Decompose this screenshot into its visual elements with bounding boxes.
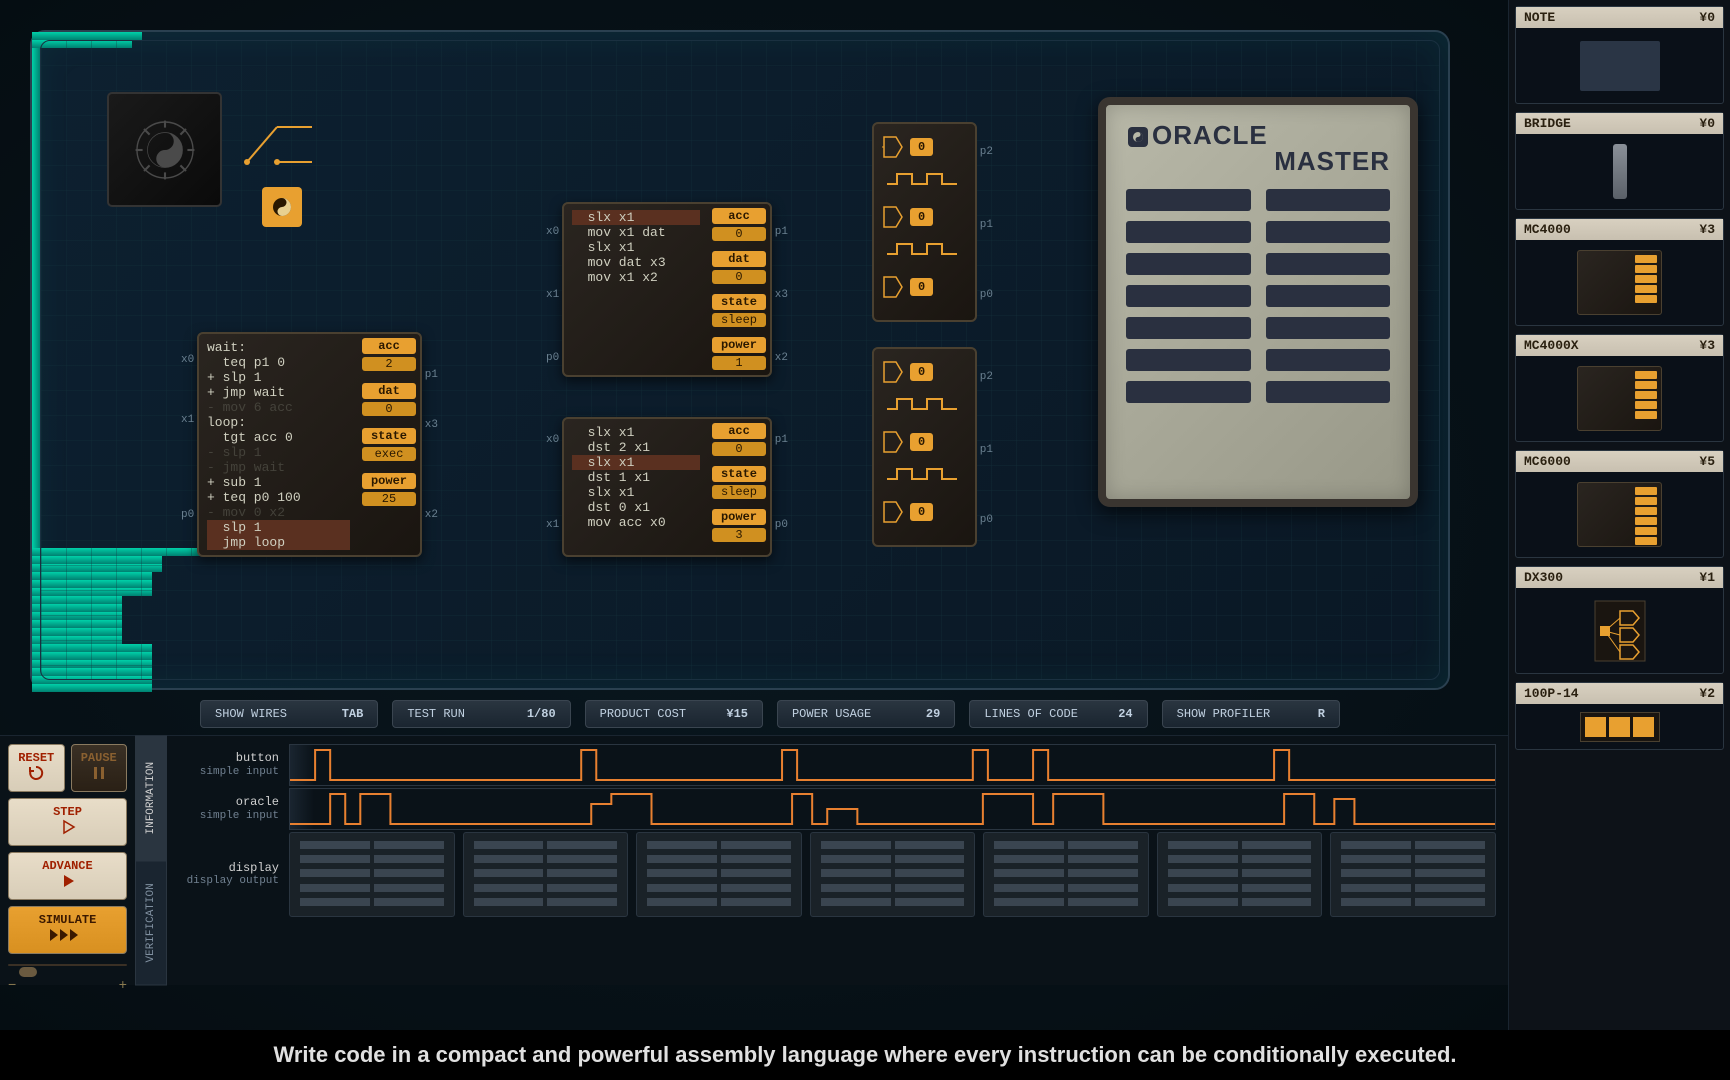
- reg-dat-label: dat: [362, 383, 416, 399]
- design-area[interactable]: x0 x1 p0 p1 x3 x2 wait: teq p1 0 + slp 1…: [0, 0, 1508, 1030]
- part-100p14[interactable]: 100P-14¥2: [1515, 682, 1724, 750]
- simulate-button[interactable]: SIMULATE: [8, 906, 127, 954]
- button-waveform: [289, 744, 1496, 786]
- reg-power-label: power: [362, 473, 416, 489]
- tab-verification[interactable]: VERIFICATION: [135, 861, 167, 986]
- gate-icon: [882, 267, 904, 307]
- signal-sub: simple input: [179, 810, 279, 822]
- status-test-run: TEST RUN 1/80: [392, 700, 570, 728]
- reg-state-value: exec: [362, 447, 416, 461]
- reg-acc-label: acc: [362, 338, 416, 354]
- side-tabs: INFORMATION VERIFICATION: [135, 736, 167, 985]
- mcu3-registers: acc 0 state sleep power 3: [708, 419, 770, 555]
- signal-name: button: [236, 751, 279, 765]
- status-show-wires[interactable]: SHOW WIRES TAB: [200, 700, 378, 728]
- pin-label: p1: [775, 434, 788, 446]
- status-product-cost: PRODUCT COST ¥15: [585, 700, 763, 728]
- signal-row-button: button simple input: [179, 744, 1496, 786]
- part-dx300[interactable]: DX300¥1: [1515, 566, 1724, 674]
- pin-label: x1: [181, 414, 194, 426]
- part-mc6000[interactable]: MC6000¥5: [1515, 450, 1724, 558]
- display-output-panels: [289, 832, 1496, 917]
- pin-label: p0: [546, 352, 559, 364]
- bottom-panel: RESET PAUSE STEP ADVANCE SIMULATE: [0, 735, 1508, 985]
- bagua-icon: [130, 115, 200, 185]
- play-icon: [60, 819, 76, 835]
- pin-label: x1: [546, 289, 559, 301]
- pin-label: p0: [775, 519, 788, 531]
- reset-icon: [28, 765, 44, 781]
- tab-information[interactable]: INFORMATION: [135, 736, 167, 861]
- pause-icon: [91, 765, 107, 781]
- pin-label: p1: [425, 369, 438, 381]
- dx300-icon: [1585, 596, 1655, 666]
- pin-label: x3: [775, 289, 788, 301]
- mcu1-registers: acc 2 dat 0 state exec power 25: [358, 334, 420, 555]
- reg-dat-value: 0: [362, 402, 416, 416]
- part-bridge[interactable]: BRIDGE¥0: [1515, 112, 1724, 210]
- signal-sub: simple input: [179, 766, 279, 778]
- oracle-logo-icon: [1126, 125, 1150, 149]
- wave-icon: [882, 169, 972, 189]
- pin-label: x0: [546, 226, 559, 238]
- play-solid-icon: [60, 873, 76, 889]
- gate-icon: [882, 127, 904, 167]
- expander-value: 0: [910, 138, 933, 156]
- mcu2-code[interactable]: slx x1 mov x1 dat slx x1 mov dat x3 mov …: [564, 204, 708, 375]
- wave-icon: [882, 239, 972, 259]
- reg-power-value: 25: [362, 492, 416, 506]
- step-button[interactable]: STEP: [8, 798, 127, 846]
- pause-button[interactable]: PAUSE: [71, 744, 128, 792]
- part-mc4000[interactable]: MC4000¥3: [1515, 218, 1724, 326]
- status-show-profiler[interactable]: SHOW PROFILER R: [1162, 700, 1340, 728]
- oracle-waveform: [289, 788, 1496, 830]
- signal-row-display: display display output: [179, 832, 1496, 917]
- mcu2-registers: acc 0 dat 0 state sleep power 1: [708, 204, 770, 375]
- fast-forward-icon: [48, 927, 88, 943]
- signal-row-oracle: oracle simple input: [179, 788, 1496, 830]
- switch-icon: [237, 112, 317, 172]
- expander-top[interactable]: p2 p1 p0 0 0 0: [872, 122, 977, 322]
- mcu-chip-2[interactable]: x0 x1 p0 p1 x3 x2 slx x1 mov x1 dat slx …: [562, 202, 772, 377]
- mcu1-code[interactable]: wait: teq p1 0 + slp 1 + jmp wait - mov …: [199, 334, 358, 555]
- pin-label: x2: [775, 352, 788, 364]
- pin-label: p1: [775, 226, 788, 238]
- caption-bar: Write code in a compact and powerful ass…: [0, 1030, 1730, 1080]
- pin-label: x0: [546, 434, 559, 446]
- part-mc4000x[interactable]: MC4000X¥3: [1515, 334, 1724, 442]
- reg-acc-value: 2: [362, 357, 416, 371]
- circuit-board[interactable]: x0 x1 p0 p1 x3 x2 wait: teq p1 0 + slp 1…: [30, 30, 1450, 690]
- pin-label: x2: [425, 509, 438, 521]
- gate-icon: [882, 197, 904, 237]
- mcu-chip-1[interactable]: x0 x1 p0 p1 x3 x2 wait: teq p1 0 + slp 1…: [197, 332, 422, 557]
- reset-button[interactable]: RESET: [8, 744, 65, 792]
- pin-label: p0: [181, 509, 194, 521]
- yin-yang-switch[interactable]: [262, 187, 302, 227]
- pin-label: x1: [546, 519, 559, 531]
- zoom-in-button[interactable]: +: [119, 978, 127, 994]
- zoom-out-button[interactable]: −: [8, 978, 16, 994]
- speed-slider[interactable]: [8, 964, 127, 966]
- reg-state-label: state: [362, 428, 416, 444]
- sim-controls: RESET PAUSE STEP ADVANCE SIMULATE: [0, 736, 135, 985]
- bagua-chip[interactable]: [107, 92, 222, 207]
- signal-sub: display output: [179, 875, 279, 887]
- parts-tray[interactable]: NOTE¥0 BRIDGE¥0 MC4000¥3 MC4000X¥3 MC600…: [1508, 0, 1730, 1030]
- advance-button[interactable]: ADVANCE: [8, 852, 127, 900]
- part-note[interactable]: NOTE¥0: [1515, 6, 1724, 104]
- pin-label: x3: [425, 419, 438, 431]
- oracle-master-screen: ORACLE MASTER: [1098, 97, 1418, 507]
- mcu3-code[interactable]: slx x1 dst 2 x1 slx x1 dst 1 x1 slx x1 d…: [564, 419, 708, 555]
- mcu-chip-3[interactable]: x0 x1 p1 p0 slx x1 dst 2 x1 slx x1 dst 1…: [562, 417, 772, 557]
- pin-label: x0: [181, 354, 194, 366]
- status-power-usage: POWER USAGE 29: [777, 700, 955, 728]
- signals-panel: button simple input oracle simple input: [167, 736, 1508, 985]
- status-lines-of-code: LINES OF CODE 24: [969, 700, 1147, 728]
- status-bar: SHOW WIRES TAB TEST RUN 1/80 PRODUCT COS…: [200, 700, 1340, 728]
- expander-bottom[interactable]: p2 p1 p0 0 0 0: [872, 347, 977, 547]
- signal-name: display: [229, 861, 279, 875]
- signal-name: oracle: [236, 795, 279, 809]
